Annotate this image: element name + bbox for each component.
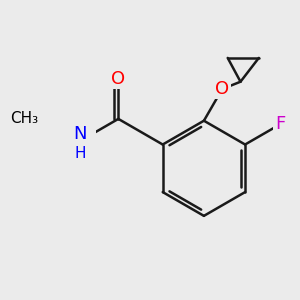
Text: CH₃: CH₃ (11, 111, 39, 126)
Text: N: N (74, 124, 87, 142)
Text: O: O (215, 80, 229, 98)
Text: O: O (111, 70, 125, 88)
Text: H: H (75, 146, 86, 161)
Text: F: F (275, 116, 285, 134)
